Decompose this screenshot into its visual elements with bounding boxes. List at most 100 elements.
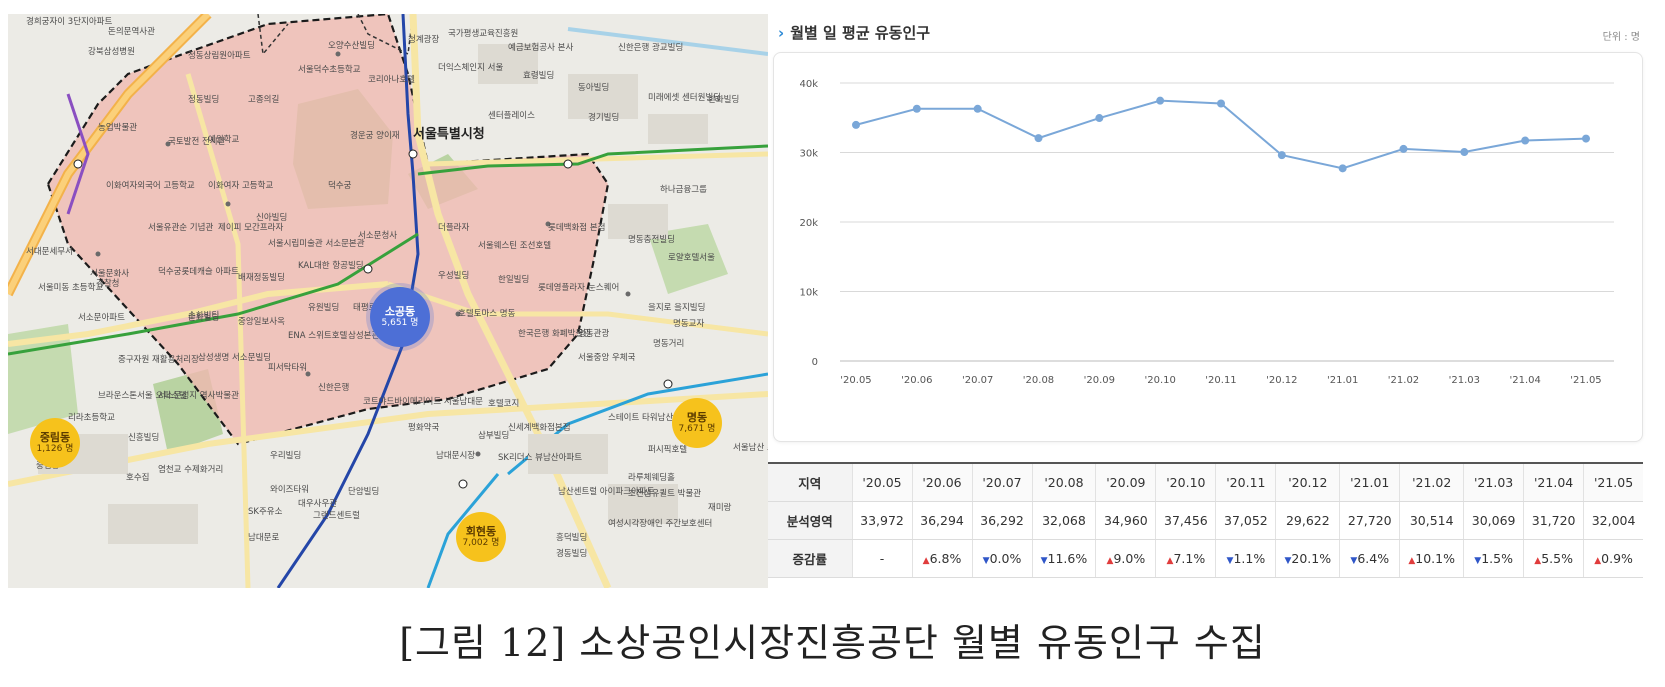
line-chart: 0 10k 20k 30k 40k '20.05 '20.06 '20.07 '20.08 '20… bbox=[799, 79, 1614, 386]
table-cell-rate: ▼11.6% bbox=[1032, 539, 1097, 579]
table-cell-rate: ▲7.1% bbox=[1155, 539, 1217, 579]
map-poi-label: 우성빌딩 bbox=[438, 271, 470, 281]
rate-text: 9.0% bbox=[1113, 550, 1146, 566]
map-poi-label: 경희궁자이 3단지아파트 bbox=[26, 17, 113, 27]
table-cell-rate: ▲0.9% bbox=[1583, 539, 1643, 579]
map-poi-label: 서소문성지 역사박물관 bbox=[158, 391, 239, 401]
city-hall-label: 서울특별시청 bbox=[413, 127, 485, 142]
map-poi-label: 리라초등학교 bbox=[68, 413, 115, 423]
table-header-month: '21.03 bbox=[1463, 461, 1525, 502]
increase-arrow-icon: ▲ bbox=[1166, 555, 1174, 566]
map-view[interactable]: 경희궁자이 3단지아파트 돈의문역사관 강북삼성병원 정동상림원아파트 오양수산빌딩 서울… bbox=[8, 14, 768, 588]
map-poi-label: 명동관광 bbox=[578, 329, 610, 339]
table-cell-value: 37,456 bbox=[1155, 501, 1217, 540]
map-base-layer bbox=[8, 14, 768, 588]
rate-text: 6.8% bbox=[929, 550, 962, 566]
table-header-month: '20.11 bbox=[1215, 461, 1277, 502]
map-poi-label: 정동빌딩 bbox=[188, 95, 220, 105]
x-tick-label: '20.06 bbox=[901, 375, 932, 386]
map-poi-label: 호수집 bbox=[126, 473, 150, 483]
data-point[interactable] bbox=[1095, 114, 1104, 123]
map-poi-label: 신아빌딩 bbox=[256, 213, 288, 223]
map-poi-label: 신한은행 광교빌딩 bbox=[618, 43, 684, 53]
data-point[interactable] bbox=[852, 120, 860, 129]
bubble-name: 중림동 bbox=[39, 430, 71, 444]
map-poi-label: 재미랑 bbox=[708, 503, 732, 513]
sogong-dong-bubble[interactable]: 소공동 5,651 명 bbox=[370, 287, 430, 347]
data-point[interactable] bbox=[1338, 164, 1347, 173]
data-point[interactable] bbox=[1034, 134, 1043, 143]
data-point[interactable] bbox=[1460, 148, 1469, 157]
table-cell-rate: ▲6.8% bbox=[912, 539, 973, 579]
map-poi-label: SK리더스 뷰남산아파트 bbox=[498, 453, 583, 463]
myeong-dong-bubble[interactable]: 명동 7,671 명 bbox=[672, 398, 722, 448]
data-point[interactable] bbox=[1156, 96, 1165, 105]
increase-arrow-icon: ▲ bbox=[1534, 555, 1542, 566]
map-poi-label: 더익스체인지 서울 bbox=[438, 63, 504, 73]
map-poi-label: 한국은행 화폐박물관 bbox=[518, 329, 592, 339]
data-point[interactable] bbox=[1582, 134, 1590, 143]
rate-text: 20.1% bbox=[1291, 550, 1332, 566]
map-poi-label: 고종의길 bbox=[248, 95, 280, 105]
table-row: 증감률 - ▲6.8% ▼0.0% ▼11.6% ▲9.0% ▲7.1% ▼1.1% ▼20.… bbox=[768, 539, 1643, 579]
table-cell-value: 32,004 bbox=[1583, 501, 1643, 540]
table-header-month: '20.08 bbox=[1032, 461, 1097, 502]
map-poi-label: 한일빌딩 bbox=[498, 275, 530, 285]
hoehyeon-dong-bubble[interactable]: 회현동 7,002 명 bbox=[456, 512, 506, 562]
map-poi-label: 대우사우관 bbox=[298, 499, 338, 509]
map-poi-label: 호텔토마스 명동 bbox=[458, 309, 516, 319]
map-poi-label: 남대문로 bbox=[248, 533, 280, 543]
jungnim-dong-bubble[interactable]: 중림동 1,126 명 bbox=[30, 418, 80, 468]
map-poi-label: 미래에셋 센터원빌딩 bbox=[648, 93, 722, 103]
table-cell-rate: ▼1.5% bbox=[1463, 539, 1525, 579]
x-tick-label: '20.05 bbox=[840, 375, 871, 386]
decrease-arrow-icon: ▼ bbox=[1474, 555, 1482, 566]
map-poi-label: 롯데백화점 본점 bbox=[548, 223, 606, 233]
map-poi-label: 라루체웨딩홀 bbox=[628, 473, 675, 483]
increase-arrow-icon: ▲ bbox=[922, 555, 930, 566]
x-tick-label: '21.05 bbox=[1570, 375, 1601, 386]
table-header-month: '20.07 bbox=[972, 461, 1033, 502]
table-cell-value: 36,294 bbox=[912, 501, 973, 540]
table-header-month: '20.10 bbox=[1155, 461, 1217, 502]
decrease-arrow-icon: ▼ bbox=[1226, 555, 1234, 566]
increase-arrow-icon: ▲ bbox=[1106, 555, 1114, 566]
data-point[interactable] bbox=[973, 104, 982, 113]
map-poi-label: 경기빌딩 bbox=[588, 113, 620, 123]
map-poi-label: 브라운스톤서울 오피스텔 bbox=[98, 391, 187, 401]
rate-text: 0.0% bbox=[989, 550, 1022, 566]
map-poi-label: 돈의문역사관 bbox=[108, 27, 155, 37]
table-cell-value: 36,292 bbox=[972, 501, 1033, 540]
rate-text: 7.1% bbox=[1173, 550, 1206, 566]
table-row: 분석영역 33,972 36,294 36,292 32,068 34,960 37,45… bbox=[768, 501, 1643, 540]
data-point[interactable] bbox=[1521, 136, 1530, 145]
table-cell-rate: ▲9.0% bbox=[1095, 539, 1157, 579]
x-tick-label: '21.03 bbox=[1449, 375, 1480, 386]
table-cell-rate: ▲10.1% bbox=[1399, 539, 1465, 579]
map-poi-label: 삼성본관빌딩 bbox=[348, 331, 395, 341]
data-point[interactable] bbox=[1399, 144, 1408, 153]
data-point[interactable] bbox=[1277, 151, 1286, 160]
data-point[interactable] bbox=[912, 104, 921, 113]
y-tick-label: 20k bbox=[799, 218, 818, 229]
table-cell-rate: - bbox=[852, 539, 913, 579]
data-point[interactable] bbox=[1217, 99, 1225, 108]
map-poi-label: 서울중앙 우체국 bbox=[578, 353, 636, 363]
map-poi-label: 신세계백화점본점 bbox=[508, 423, 571, 433]
map-poi-label: 신흥빌딩 bbox=[128, 433, 160, 443]
map-poi-label: 더플라자 bbox=[438, 223, 470, 233]
table-cell-value: 33,972 bbox=[852, 501, 913, 540]
table-cell-rate: ▼1.1% bbox=[1215, 539, 1277, 579]
map-poi-label: 우리빌딩 bbox=[270, 451, 302, 461]
x-tick-label: '20.09 bbox=[1084, 375, 1115, 386]
map-poi-label: 서울웨스틴 조선호텔 bbox=[478, 241, 552, 251]
x-tick-label: '20.10 bbox=[1144, 375, 1175, 386]
map-poi-label: 남대문시장 bbox=[436, 451, 476, 461]
map-poi-label: 한화빌딩 bbox=[708, 95, 740, 105]
table-header-month: '20.09 bbox=[1095, 461, 1157, 502]
table-header-month: '21.01 bbox=[1339, 461, 1401, 502]
map-poi-label: 센터플레이스 bbox=[488, 111, 535, 121]
map-poi-label: 제이피 모간프라자 bbox=[218, 223, 284, 233]
table-cell-value: 30,514 bbox=[1399, 501, 1465, 540]
table-header-month: '20.06 bbox=[912, 461, 973, 502]
